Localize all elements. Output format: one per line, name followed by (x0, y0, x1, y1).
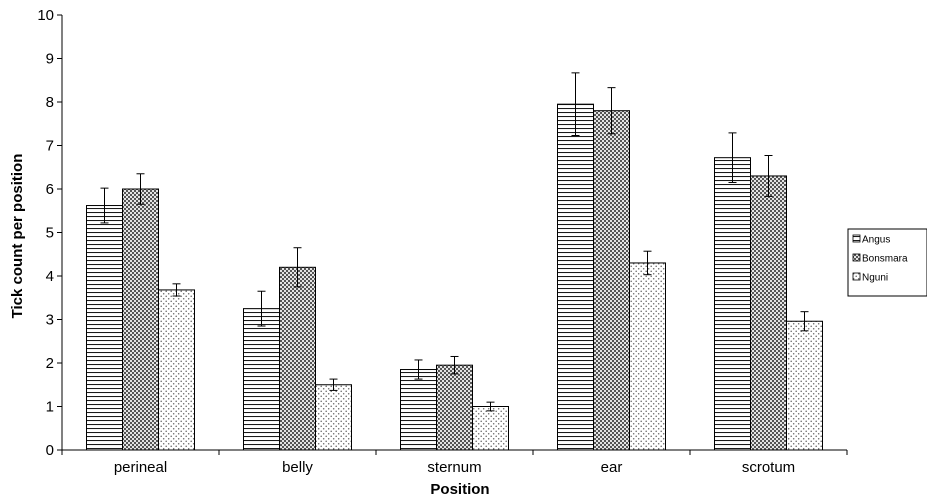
y-tick-label: 3 (46, 312, 54, 329)
legend-label-bonsmara: Bonsmara (862, 254, 908, 265)
error-bar-nguni-ear (643, 250, 652, 276)
error-bar-bonsmara-belly (293, 247, 302, 288)
bar-nguni-ear (629, 262, 666, 451)
x-axis-ticks: perineal belly sternum ear scrotum (61, 450, 848, 476)
x-tick-label: scrotum (742, 459, 795, 476)
legend-label-angus: Angus (862, 235, 890, 246)
x-tick-label: perineal (114, 459, 167, 476)
error-bar-angus-ear (571, 72, 580, 136)
legend-swatch-angus (852, 234, 861, 243)
error-bar-nguni-sternum (486, 401, 495, 412)
bar-nguni-scrotum (786, 320, 823, 451)
bar-nguni-perineal (158, 289, 195, 451)
legend-label-nguni: Nguni (862, 273, 888, 284)
y-tick-label: 8 (46, 94, 54, 111)
y-tick-label: 2 (46, 355, 54, 372)
error-bar-bonsmara-scrotum (764, 155, 773, 197)
bar-angus-belly (243, 308, 280, 451)
legend: Angus Bonsmara Nguni (847, 228, 927, 297)
error-bar-bonsmara-ear (607, 87, 616, 135)
y-tick-label: 10 (37, 7, 54, 24)
error-bar-angus-scrotum (728, 132, 737, 183)
bar-angus-sternum (400, 369, 437, 451)
bar-bonsmara-belly (279, 266, 316, 451)
error-bar-nguni-perineal (172, 283, 181, 297)
error-bar-angus-sternum (414, 359, 423, 380)
y-tick-label: 0 (46, 442, 54, 459)
bar-bonsmara-scrotum (750, 175, 787, 451)
bar-angus-perineal (86, 205, 123, 451)
y-axis-title: Tick count per position (9, 154, 26, 319)
x-tick-label: ear (601, 459, 623, 476)
bar-bonsmara-perineal (122, 188, 159, 451)
error-bar-nguni-belly (329, 378, 338, 391)
error-bar-bonsmara-perineal (136, 173, 145, 205)
error-bars (100, 72, 809, 412)
error-bar-angus-belly (257, 290, 266, 327)
legend-swatch-bonsmara (852, 253, 861, 262)
y-tick-label: 1 (46, 399, 54, 416)
x-tick-label: belly (282, 459, 313, 476)
legend-swatch-nguni (852, 272, 861, 281)
y-axis-ticks: 0 1 2 3 4 5 6 7 8 9 10 (37, 7, 62, 459)
bars (86, 103, 823, 451)
bar-bonsmara-ear (593, 110, 630, 451)
y-tick-label: 6 (46, 181, 54, 198)
y-tick-label: 9 (46, 51, 54, 68)
y-tick-label: 5 (46, 225, 54, 242)
y-tick-label: 7 (46, 138, 54, 155)
error-bar-bonsmara-sternum (450, 355, 459, 375)
error-bar-angus-perineal (100, 187, 109, 224)
y-tick-label: 4 (46, 268, 54, 285)
bar-bonsmara-sternum (436, 364, 473, 451)
x-tick-label: sternum (427, 459, 481, 476)
bar-angus-scrotum (714, 157, 751, 451)
bar-nguni-sternum (472, 406, 509, 451)
bar-nguni-belly (315, 384, 352, 451)
x-axis-title: Position (430, 481, 489, 498)
bar-angus-ear (557, 103, 594, 451)
error-bar-nguni-scrotum (800, 311, 809, 332)
legend-box (847, 228, 927, 297)
